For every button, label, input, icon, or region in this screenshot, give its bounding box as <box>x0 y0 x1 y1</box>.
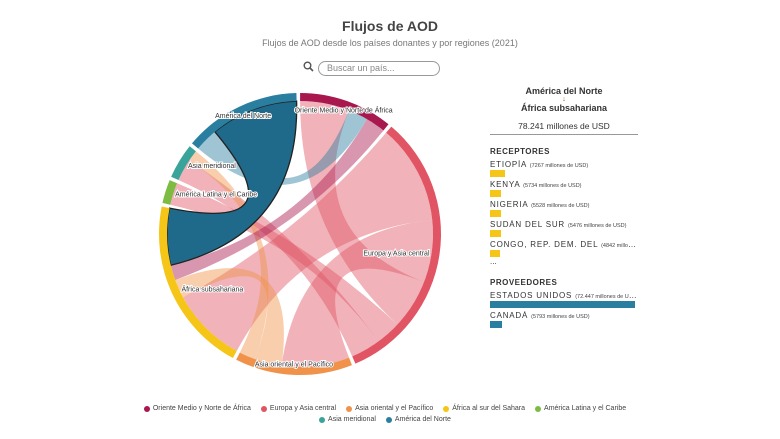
item-name: CANADÁ <box>490 311 529 320</box>
region-label: América Latina y el Caribe <box>175 191 257 198</box>
flow-arrow: ↓ <box>562 96 566 103</box>
list-item: KENYA (5734 millones de USD) <box>490 180 638 189</box>
region-arc <box>191 93 297 149</box>
list-item: CANADÁ (5793 millones de USD) <box>490 311 638 320</box>
flow-to: África subsahariana <box>520 103 608 113</box>
legend-item: Oriente Medio y Norte de África <box>143 405 251 412</box>
legend-swatch <box>346 405 353 412</box>
legend-item: Asia meridional <box>319 416 376 423</box>
region-label: Oriente Medio y Norte de África <box>295 105 393 114</box>
item-name: SUDÁN DEL SUR <box>490 220 566 229</box>
legend-item: Europa y Asia central <box>260 405 337 412</box>
search-icon[interactable] <box>303 61 314 72</box>
legend: Oriente Medio y Norte de África Europa y … <box>120 405 650 423</box>
item-name: CONGO, REP. DEM. DEL <box>490 240 599 249</box>
ribbons <box>166 100 433 367</box>
item-bar <box>490 170 505 177</box>
chart-title: Flujos de AOD <box>342 18 438 34</box>
item-label: (5793 millones de USD) <box>531 314 590 320</box>
receivers-title: RECEPTORES <box>490 147 550 156</box>
ribbon <box>170 183 398 342</box>
more: ... <box>490 257 497 266</box>
region-label: África subsahariana <box>181 285 243 294</box>
region-label: Asia oriental y el Pacífico <box>255 362 333 369</box>
legend-label: Asia meridional <box>328 416 376 423</box>
item-label: (72.447 millones de USD) <box>575 294 638 300</box>
legend-label: América Latina y el Caribe <box>544 405 627 412</box>
chord-diagram: Oriente Medio y Norte de África Europa y … <box>158 93 442 375</box>
legend-label: Oriente Medio y Norte de África <box>152 405 251 412</box>
legend-label: Europa y Asia central <box>269 405 337 412</box>
item-label: (5476 millones de USD) <box>568 223 627 229</box>
region-label: Europa y Asia central <box>363 250 430 257</box>
flow-total: 78.241 millones de USD <box>490 121 638 135</box>
item-label: (4842 millones de USD) <box>601 243 638 249</box>
ribbon <box>300 101 425 325</box>
region-arc <box>158 206 237 359</box>
ribbon <box>166 100 298 267</box>
receivers-list: ETIOPÍA (7267 millones de USD) KENYA (573… <box>490 160 638 257</box>
legend-item: América Latina y el Caribe <box>535 405 626 412</box>
legend-label: África al sur del Sahara <box>452 405 526 412</box>
flow-from: América del Norte <box>525 86 603 96</box>
region-arc <box>300 93 389 131</box>
item-name: ESTADOS UNIDOS <box>490 291 573 300</box>
chart-subtitle: Flujos de AOD desde los países donantes … <box>262 38 518 48</box>
legend-item: África al sur del Sahara <box>443 405 525 412</box>
item-bar <box>490 210 502 217</box>
legend-swatch <box>443 405 450 412</box>
legend-label: Asia oriental y el Pacífico <box>355 405 434 412</box>
region-arc <box>162 180 178 205</box>
search-box[interactable]: Buscar un país... <box>318 61 440 76</box>
item-name: ETIOPÍA <box>490 160 527 169</box>
item-bar <box>490 250 500 257</box>
detail-panel: América del Norte ↓ África subsahariana … <box>490 86 638 328</box>
item-bar <box>490 190 502 197</box>
providers-list: ESTADOS UNIDOS (72.447 millones de USD) C… <box>490 291 638 328</box>
legend-item: América del Norte <box>385 416 451 423</box>
region-arc <box>171 146 196 181</box>
list-item: NIGERIA (5528 millones de USD) <box>490 200 638 209</box>
item-label: (7267 millones de USD) <box>529 163 589 169</box>
item-bar <box>490 230 501 237</box>
ribbon <box>189 151 269 360</box>
legend-swatch <box>319 416 326 423</box>
list-item: ETIOPÍA (7267 millones de USD) <box>490 160 638 169</box>
ribbon <box>281 219 433 367</box>
list-item: CONGO, REP. DEM. DEL (4842 millones de U… <box>490 240 638 249</box>
legend-item: Asia oriental y el Pacífico <box>346 405 433 412</box>
region-arc <box>236 352 352 375</box>
item-name: KENYA <box>490 180 521 189</box>
ribbon <box>175 268 284 366</box>
legend-label: América del Norte <box>394 416 451 423</box>
providers-title: PROVEEDORES <box>490 278 558 287</box>
legend-swatch <box>143 405 150 412</box>
list-item: ESTADOS UNIDOS (72.447 millones de USD) <box>490 291 638 300</box>
item-name: NIGERIA <box>490 200 529 209</box>
legend-swatch <box>385 416 392 423</box>
region-label: Asia meridional <box>188 163 236 170</box>
item-bar <box>490 301 635 308</box>
list-item: SUDÁN DEL SUR (5476 millones de USD) <box>490 220 638 229</box>
item-label: (5528 millones de USD) <box>531 203 590 209</box>
legend-swatch <box>535 405 542 412</box>
ribbon <box>183 132 433 351</box>
ribbon <box>170 119 384 280</box>
item-label: (5734 millones de USD) <box>523 183 582 189</box>
region-arc <box>352 126 442 364</box>
legend-swatch <box>260 405 267 412</box>
item-bar <box>490 321 502 328</box>
ribbon <box>178 160 379 357</box>
region-label: América del Norte <box>215 113 271 120</box>
